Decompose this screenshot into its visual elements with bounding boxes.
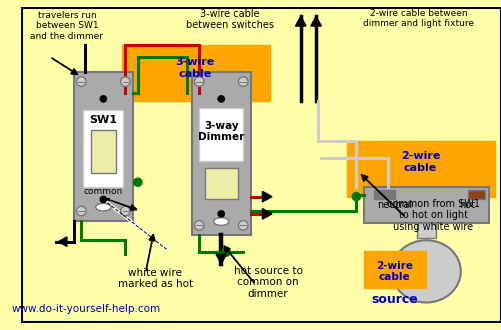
- Text: 3-wire cable
between switches: 3-wire cable between switches: [185, 9, 274, 30]
- Bar: [91, 130, 116, 173]
- Bar: [74, 72, 133, 220]
- Polygon shape: [215, 254, 226, 264]
- Circle shape: [238, 220, 247, 230]
- Text: white wire
marked as hot: white wire marked as hot: [117, 268, 192, 289]
- Bar: [363, 187, 487, 223]
- Text: hot: hot: [458, 200, 474, 210]
- Circle shape: [217, 95, 224, 103]
- Polygon shape: [262, 191, 272, 202]
- Bar: [346, 141, 494, 197]
- Text: source: source: [371, 293, 417, 306]
- Circle shape: [221, 248, 230, 257]
- Text: 2-wire cable between
dimmer and light fixture: 2-wire cable between dimmer and light fi…: [362, 9, 473, 28]
- Circle shape: [217, 210, 224, 218]
- Circle shape: [76, 77, 86, 86]
- Text: travelers run
between SW1
and the dimmer: travelers run between SW1 and the dimmer: [31, 11, 103, 41]
- Circle shape: [120, 77, 130, 86]
- Text: hot source to
common on
dimmer: hot source to common on dimmer: [233, 266, 302, 299]
- Bar: [191, 72, 250, 235]
- Bar: [199, 109, 243, 161]
- Bar: [373, 190, 394, 200]
- Text: common: common: [84, 187, 123, 196]
- Polygon shape: [58, 237, 67, 247]
- Circle shape: [194, 220, 203, 230]
- Polygon shape: [262, 209, 272, 219]
- Text: SW1: SW1: [89, 115, 117, 125]
- Bar: [121, 45, 270, 101]
- Bar: [204, 168, 237, 199]
- Circle shape: [194, 77, 203, 86]
- Circle shape: [99, 196, 107, 203]
- Circle shape: [76, 206, 86, 216]
- Ellipse shape: [391, 240, 460, 303]
- Circle shape: [351, 192, 360, 201]
- Bar: [416, 223, 435, 238]
- Text: common from SW1
to hot on light
using white wire: common from SW1 to hot on light using wh…: [386, 199, 478, 232]
- Circle shape: [99, 95, 107, 103]
- Circle shape: [133, 178, 142, 187]
- Ellipse shape: [213, 218, 228, 225]
- Polygon shape: [295, 16, 306, 26]
- Text: 3-wire
cable: 3-wire cable: [175, 57, 214, 79]
- Bar: [363, 251, 425, 288]
- Bar: [466, 190, 484, 200]
- Text: 2-wire
cable: 2-wire cable: [375, 261, 412, 282]
- Text: 3-way
Dimmer: 3-way Dimmer: [198, 121, 244, 142]
- Polygon shape: [310, 16, 321, 26]
- Bar: [83, 110, 123, 187]
- Circle shape: [238, 77, 247, 86]
- Text: 2-wire
cable: 2-wire cable: [400, 151, 439, 173]
- Text: neutral: neutral: [376, 200, 411, 210]
- Circle shape: [120, 206, 130, 216]
- Text: www.do-it-yourself-help.com: www.do-it-yourself-help.com: [12, 304, 160, 314]
- Ellipse shape: [96, 203, 111, 211]
